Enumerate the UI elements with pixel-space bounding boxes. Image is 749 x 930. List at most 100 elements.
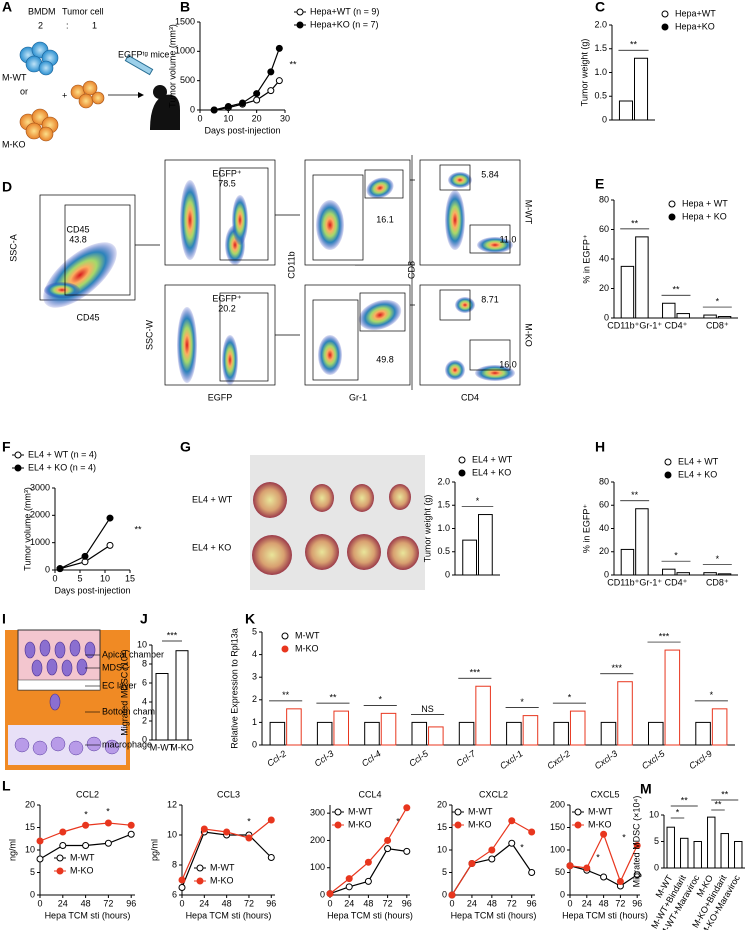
annotation: NS	[421, 704, 434, 714]
y-tick-label: 40	[599, 523, 609, 533]
legend-marker	[668, 213, 676, 221]
legend-label: EL4 + WT	[472, 454, 513, 464]
x-tick-label: Ccl-3	[313, 748, 336, 768]
legend-marker	[56, 854, 64, 862]
y-tick-label: 10	[437, 844, 447, 854]
legend-marker	[454, 808, 462, 816]
panel-letter: J	[140, 611, 148, 627]
y-axis-label: Relative Expression to Rpl13a	[229, 628, 239, 749]
label: EGFPᵗᵍ mice	[118, 49, 169, 59]
marker	[106, 541, 114, 549]
legend-label: M-WT	[295, 630, 320, 640]
marker	[364, 877, 372, 885]
y-tick-label: 12	[167, 799, 177, 809]
legend-marker	[296, 8, 304, 16]
x-tick-label: 48	[599, 898, 609, 908]
y-tick-label: 6	[142, 677, 147, 687]
bar	[475, 685, 491, 746]
x-tick-label: Cxcl-9	[687, 748, 714, 771]
annotation: **	[630, 40, 638, 50]
gate-label: 49.8	[376, 354, 394, 364]
marker	[267, 816, 275, 824]
density-blob	[316, 200, 344, 250]
y-tick-label: 100	[550, 844, 565, 854]
bar	[720, 833, 729, 869]
y-tick-label: 40	[599, 253, 609, 263]
x-tick-label: 96	[266, 898, 276, 908]
legend-label: Hepa+KO (n = 7)	[310, 19, 379, 29]
x-tick-label: 5	[77, 573, 82, 583]
bar	[635, 236, 649, 319]
y-tick-label: 6	[172, 889, 177, 899]
annotation: *	[676, 807, 680, 817]
y-tick-label: 0	[604, 312, 609, 322]
marker	[210, 106, 218, 114]
bar	[380, 712, 397, 746]
y-axis-label: % in EGFP⁺	[581, 504, 591, 554]
bar	[155, 673, 169, 741]
y-tick-label: 20	[437, 799, 447, 809]
y-tick-label: 0	[604, 569, 609, 579]
annotation: **	[134, 524, 142, 534]
marker	[36, 855, 44, 863]
legend-label: EL4 + KO	[472, 467, 511, 477]
density-blob	[475, 365, 515, 381]
gate-label: 16.1	[376, 214, 394, 224]
x-axis-label: Gr-1	[349, 392, 367, 402]
marker	[403, 804, 411, 812]
marker	[345, 875, 353, 883]
bar	[703, 572, 717, 576]
x-tick-label: M-WT	[150, 742, 175, 752]
legend-marker	[14, 464, 22, 472]
y-tick-label: 15	[437, 822, 447, 832]
y-tick-label: 10	[25, 844, 35, 854]
annotation: **	[714, 799, 722, 809]
legend-label: EL4 + WT (n = 4)	[28, 449, 97, 459]
y-axis-label: ng/ml	[7, 839, 17, 861]
y-axis-label: Tumor weight (g)	[579, 39, 589, 107]
bar	[734, 841, 743, 869]
gate	[469, 339, 511, 371]
legend-marker	[196, 864, 204, 872]
bar	[662, 302, 676, 319]
chart-title: CCL2	[76, 789, 99, 799]
legend-label: M-KO	[588, 819, 612, 829]
marker	[104, 839, 112, 847]
label: M-WT	[2, 72, 27, 82]
y-tick-label: 5	[30, 867, 35, 877]
y-tick-label: 1.0	[437, 523, 450, 533]
x-axis-label: Hepa TCM sti (hours)	[45, 910, 131, 920]
label: MDSC	[102, 662, 129, 672]
x-tick-label: 48	[81, 898, 91, 908]
annotation: ***	[611, 663, 622, 673]
marker	[127, 830, 135, 838]
legend-marker	[668, 200, 676, 208]
x-axis-label: CD45	[76, 312, 99, 322]
annotation: *	[674, 551, 678, 561]
y-tick-label: 2	[252, 694, 257, 704]
y-tick-label: 0	[445, 569, 450, 579]
y-tick-label: 0.5	[437, 546, 450, 556]
panel-letter: M	[640, 781, 652, 797]
x-tick-label: Ccl-5	[407, 748, 431, 769]
legend-marker	[196, 877, 204, 885]
bar	[316, 721, 333, 746]
bar	[620, 265, 635, 319]
density-blob	[44, 282, 80, 298]
x-axis-label: Days post-injection	[54, 585, 130, 595]
marker	[384, 845, 392, 853]
legend-label: Hepa+WT (n = 9)	[310, 6, 379, 16]
legend-label: Hepa+KO	[675, 21, 715, 31]
y-tick-label: 0	[142, 734, 147, 744]
bar	[428, 726, 444, 746]
annotation: **	[672, 285, 680, 295]
gate	[439, 164, 471, 191]
density-blob	[180, 180, 200, 260]
label: Apical chamber	[102, 649, 164, 659]
bar	[693, 841, 702, 869]
y-tick-label: 500	[180, 75, 195, 85]
density-blob	[366, 177, 394, 199]
density-blob	[477, 237, 513, 253]
y-tick-label: 0	[45, 564, 50, 574]
marker	[403, 847, 411, 855]
